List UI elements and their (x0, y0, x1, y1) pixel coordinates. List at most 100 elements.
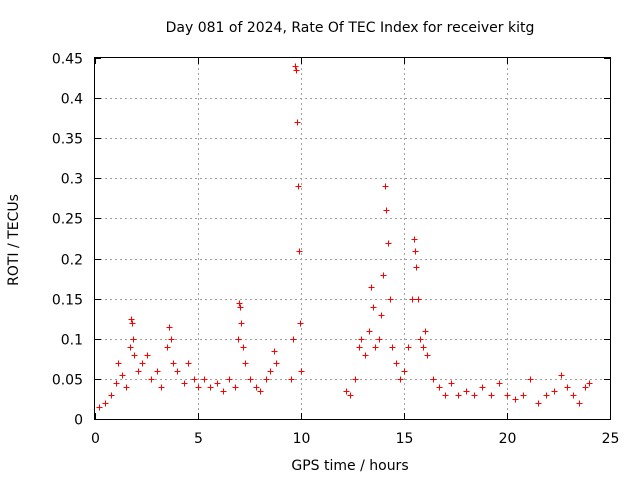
roti-point (154, 368, 161, 375)
roti-point (366, 328, 373, 335)
y-tick-label: 0.35 (52, 132, 83, 148)
roti-point (288, 376, 295, 383)
roti-point (436, 384, 443, 391)
roti-point (293, 67, 300, 74)
roti-point (273, 360, 280, 367)
roti-point (504, 392, 511, 399)
roti-point (220, 388, 227, 395)
roti-point (347, 392, 354, 399)
roti-point (174, 368, 181, 375)
roti-point (158, 384, 165, 391)
roti-point (401, 368, 408, 375)
roti-point (238, 320, 245, 327)
roti-point (527, 376, 534, 383)
roti-point (380, 272, 387, 279)
x-axis-label: GPS time / hours (291, 458, 408, 474)
roti-point (135, 368, 142, 375)
roti-point (376, 336, 383, 343)
roti-point (232, 384, 239, 391)
roti-point (290, 336, 297, 343)
roti-point (430, 376, 437, 383)
x-tick-label: 20 (499, 431, 517, 447)
roti-point (471, 392, 478, 399)
roti-point (195, 384, 202, 391)
roti-point (236, 300, 243, 307)
roti-point (96, 404, 103, 411)
roti-point (558, 372, 565, 379)
roti-point (372, 344, 379, 351)
y-tick-label: 0.3 (61, 172, 83, 188)
roti-point (207, 384, 214, 391)
roti-point (420, 344, 427, 351)
roti-point (102, 400, 109, 407)
roti-point (181, 380, 188, 387)
roti-point (442, 392, 449, 399)
roti-point (263, 376, 270, 383)
roti-point (257, 388, 264, 395)
roti-point (383, 207, 390, 214)
y-tick-label: 0.05 (52, 373, 83, 389)
roti-point (108, 392, 115, 399)
y-axis-label: ROTI / TECUs (6, 194, 22, 286)
ticks (95, 58, 611, 420)
roti-point (271, 348, 278, 355)
roti-point (535, 400, 542, 407)
roti-point (393, 360, 400, 367)
tick-labels: 0 5 10 15 20 25 0 0.05 0.1 0.15 0.2 0.25 0.3 0.35 0.4 0… (52, 52, 620, 448)
roti-point (294, 119, 301, 126)
roti-point (358, 336, 365, 343)
roti-point (131, 352, 138, 359)
roti-point (253, 384, 260, 391)
roti-point (582, 384, 589, 391)
roti-point (409, 296, 416, 303)
x-tick-label: 10 (293, 431, 311, 447)
roti-point (387, 296, 394, 303)
y-tick-label: 0.45 (52, 52, 83, 68)
data-layer (96, 63, 593, 411)
roti-point (113, 380, 120, 387)
roti-point (267, 368, 274, 375)
y-tick-label: 0.25 (52, 212, 83, 228)
roti-point (123, 384, 130, 391)
x-tick-label: 25 (602, 431, 620, 447)
roti-point (226, 376, 233, 383)
roti-point (415, 296, 422, 303)
roti-point (356, 344, 363, 351)
roti-point (144, 352, 151, 359)
roti-point (424, 352, 431, 359)
roti-point (242, 360, 249, 367)
roti-point (455, 392, 462, 399)
roti-point (405, 344, 412, 351)
y-tick-label: 0.2 (61, 253, 83, 269)
roti-point (385, 240, 392, 247)
roti-point (214, 380, 221, 387)
roti-point (170, 360, 177, 367)
y-tick-label: 0.15 (52, 293, 83, 309)
roti-point (370, 304, 377, 311)
y-tick-label: 0 (74, 413, 83, 429)
roti-point (551, 388, 558, 395)
roti-point (479, 384, 486, 391)
roti-point (191, 376, 198, 383)
roti-point (148, 376, 155, 383)
roti-point (164, 344, 171, 351)
grid (95, 58, 610, 419)
roti-point (520, 392, 527, 399)
roti-point (389, 344, 396, 351)
roti-point (166, 324, 173, 331)
roti-point (296, 248, 303, 255)
roti-point (115, 360, 122, 367)
chart-title: Day 081 of 2024, Rate Of TEC Index for r… (166, 20, 535, 36)
roti-point (185, 360, 192, 367)
roti-point (292, 63, 299, 70)
roti-point (237, 304, 244, 311)
x-tick-label: 0 (91, 431, 100, 447)
roti-point (422, 328, 429, 335)
roti-point (496, 380, 503, 387)
roti-point (352, 376, 359, 383)
roti-point (382, 183, 389, 190)
series-roti (96, 63, 593, 411)
roti-point (119, 372, 126, 379)
roti-point (295, 183, 302, 190)
